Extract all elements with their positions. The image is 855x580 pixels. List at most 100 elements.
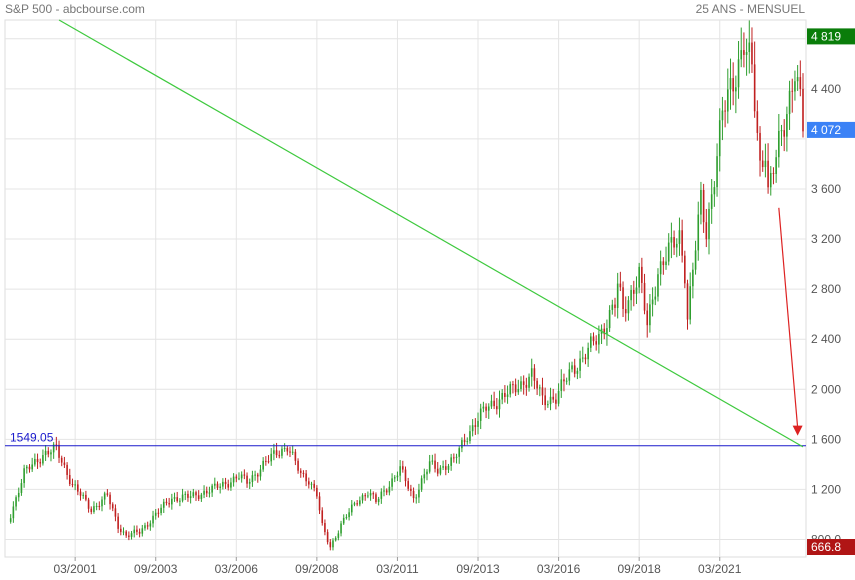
y-tick-label: 2 400	[811, 332, 841, 346]
candle-body	[410, 488, 412, 491]
candle-body	[684, 255, 686, 284]
y-tick-label: 4 400	[811, 82, 841, 96]
candle-body	[138, 531, 141, 534]
candle-body	[251, 475, 254, 483]
candle-body	[106, 493, 109, 495]
candle-body	[420, 478, 423, 490]
candle-body	[592, 336, 595, 342]
candle-body	[560, 379, 563, 391]
candle-body	[160, 507, 162, 513]
candle-body	[694, 250, 697, 270]
plot-area-frame	[4, 19, 807, 558]
candle-body	[670, 237, 673, 243]
candle-body	[224, 481, 227, 485]
candle-body	[369, 493, 372, 496]
candle-body	[496, 406, 498, 410]
candle-body	[702, 189, 705, 223]
candle-body	[412, 490, 415, 499]
candle-body	[375, 494, 377, 502]
candle-body	[12, 506, 15, 519]
candle-body	[649, 304, 651, 326]
candle-body	[359, 500, 361, 505]
candle-body	[289, 451, 291, 453]
candle-body	[222, 481, 224, 487]
candle-body	[230, 482, 232, 488]
candle-body	[399, 466, 401, 476]
candle-body	[493, 400, 495, 407]
candle-body	[286, 448, 289, 452]
candle-body	[404, 469, 407, 482]
candle-body	[291, 451, 294, 453]
candle-body	[665, 261, 667, 266]
candle-body	[603, 328, 606, 335]
price-tag-label: 666.8	[811, 540, 841, 554]
candle-body	[482, 406, 485, 409]
candle-body	[713, 187, 716, 195]
candle-body	[418, 489, 420, 498]
candle-body	[68, 474, 71, 485]
candle-body	[614, 304, 616, 308]
candle-body	[659, 261, 662, 275]
y-tick-label: 2 000	[811, 382, 841, 396]
candle-body	[775, 157, 777, 175]
candle-body	[47, 450, 50, 455]
candle-body	[181, 494, 184, 501]
candle-body	[114, 508, 117, 517]
candle-body	[334, 537, 337, 541]
candle-body	[36, 458, 39, 463]
candle-body	[780, 130, 783, 132]
candle-body	[267, 461, 270, 463]
candle-body	[171, 498, 173, 505]
candle-body	[20, 483, 23, 493]
candle-body	[608, 309, 611, 329]
candle-body	[52, 444, 55, 453]
candle-body	[504, 393, 506, 397]
candle-body	[458, 448, 461, 457]
candle-body	[541, 387, 544, 396]
projection-arrow-head	[792, 425, 803, 436]
candle-body	[479, 408, 482, 421]
candle-body	[316, 487, 318, 497]
candle-body	[391, 478, 393, 487]
y-tick-label: 2 800	[811, 282, 841, 296]
candle-body	[15, 497, 17, 507]
candle-body	[538, 387, 541, 389]
candle-body	[761, 160, 764, 168]
candle-body	[385, 490, 388, 493]
projection-arrow-line	[778, 207, 799, 428]
candle-body	[326, 532, 329, 543]
candle-body	[25, 466, 28, 469]
x-tick-label: 03/2021	[698, 562, 742, 576]
candle-body	[657, 274, 659, 297]
candle-body	[536, 380, 538, 389]
candle-body	[74, 484, 76, 486]
candle-body	[125, 531, 127, 536]
candle-body	[256, 474, 259, 477]
candle-body	[9, 518, 12, 522]
candle-body	[240, 474, 243, 479]
candle-body	[101, 499, 103, 507]
candle-body	[305, 473, 307, 482]
candle-body	[667, 242, 670, 262]
candle-body	[651, 299, 654, 305]
candle-body	[743, 50, 745, 55]
candle-body	[176, 497, 179, 502]
candle-body	[525, 384, 528, 388]
candle-body	[528, 376, 530, 388]
candle-body	[39, 462, 42, 464]
grid-lines	[5, 20, 806, 561]
candle-body	[552, 396, 555, 400]
candle-body	[461, 440, 463, 449]
candle-body	[751, 42, 753, 65]
chart-title: S&P 500 - abcbourse.com	[5, 2, 145, 16]
candle-body	[184, 493, 187, 495]
candle-body	[77, 484, 79, 492]
candle-body	[428, 461, 431, 472]
candle-body	[345, 517, 348, 519]
candle-body	[98, 505, 101, 507]
candle-body	[616, 283, 619, 308]
candle-body	[205, 490, 208, 494]
candle-body	[692, 269, 694, 287]
price-tag	[807, 28, 855, 45]
candle-body	[718, 120, 721, 157]
